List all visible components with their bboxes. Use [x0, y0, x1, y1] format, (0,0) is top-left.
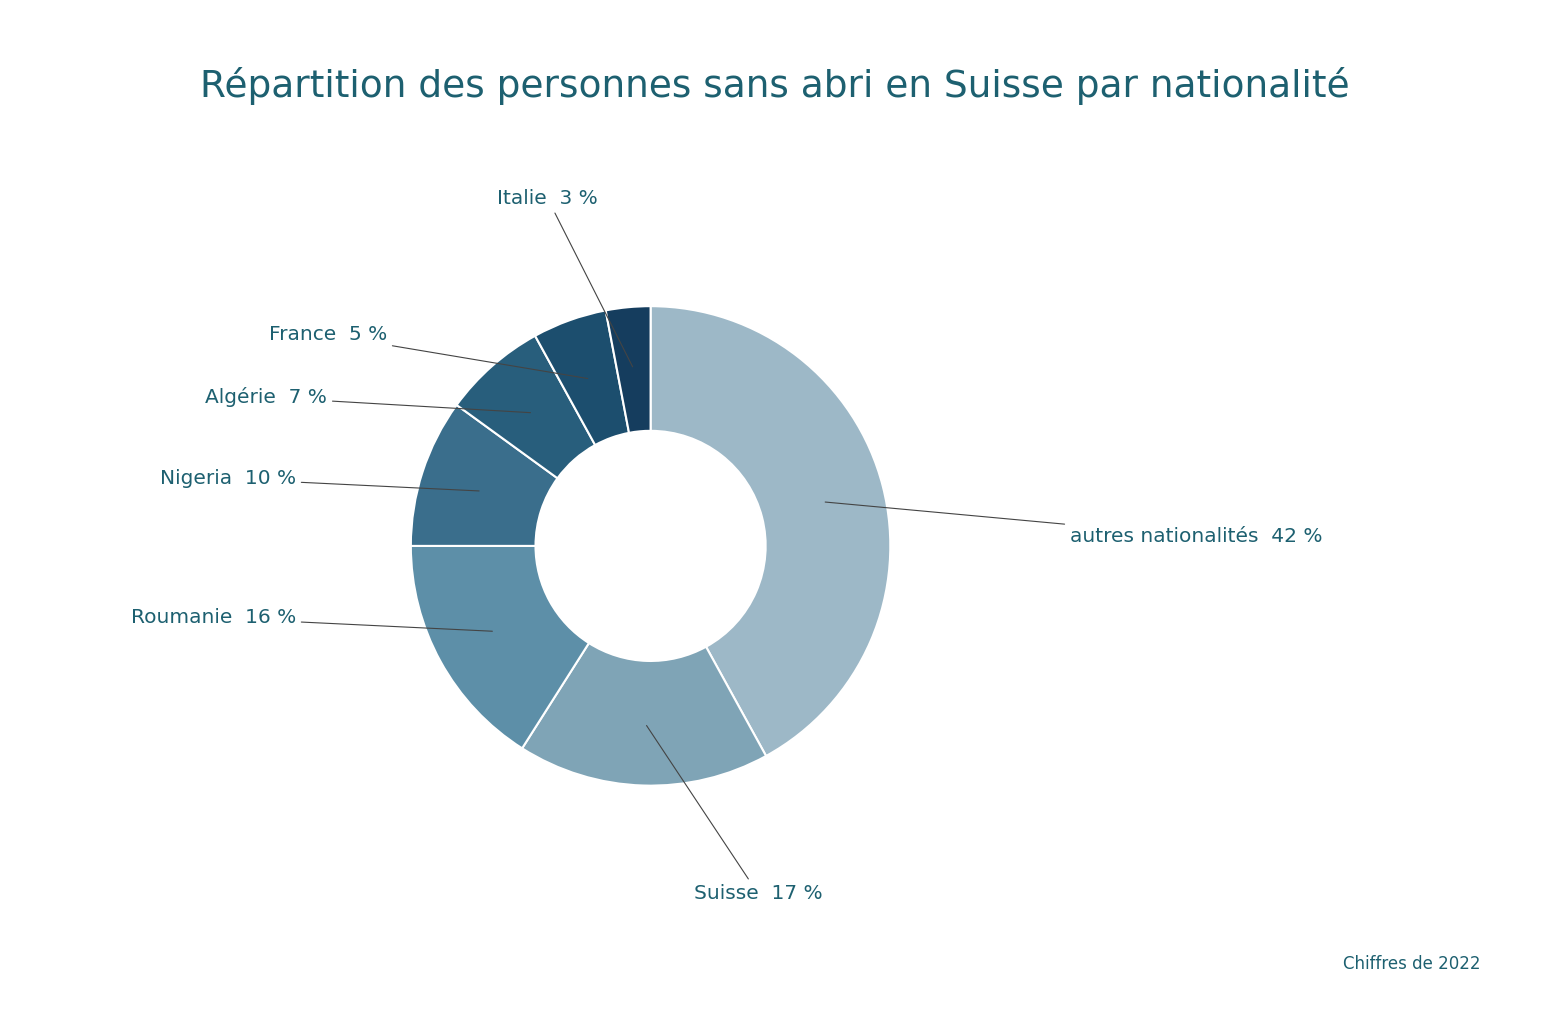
Text: France  5 %: France 5 % — [268, 325, 587, 379]
Circle shape — [535, 431, 766, 661]
Wedge shape — [522, 643, 766, 786]
Text: Suisse  17 %: Suisse 17 % — [646, 725, 823, 903]
Text: Chiffres de 2022: Chiffres de 2022 — [1342, 956, 1480, 973]
Text: Roumanie  16 %: Roumanie 16 % — [130, 609, 493, 631]
Wedge shape — [411, 546, 589, 749]
Wedge shape — [411, 405, 558, 546]
Text: Algérie  7 %: Algérie 7 % — [205, 387, 530, 413]
Wedge shape — [535, 310, 629, 445]
Wedge shape — [457, 336, 595, 478]
Text: autres nationalités  42 %: autres nationalités 42 % — [825, 502, 1322, 546]
Text: Nigeria  10 %: Nigeria 10 % — [160, 470, 479, 491]
Text: Répartition des personnes sans abri en Suisse par nationalité: Répartition des personnes sans abri en S… — [200, 67, 1350, 105]
Text: Italie  3 %: Italie 3 % — [498, 188, 632, 367]
Wedge shape — [651, 306, 890, 756]
Wedge shape — [606, 306, 651, 433]
